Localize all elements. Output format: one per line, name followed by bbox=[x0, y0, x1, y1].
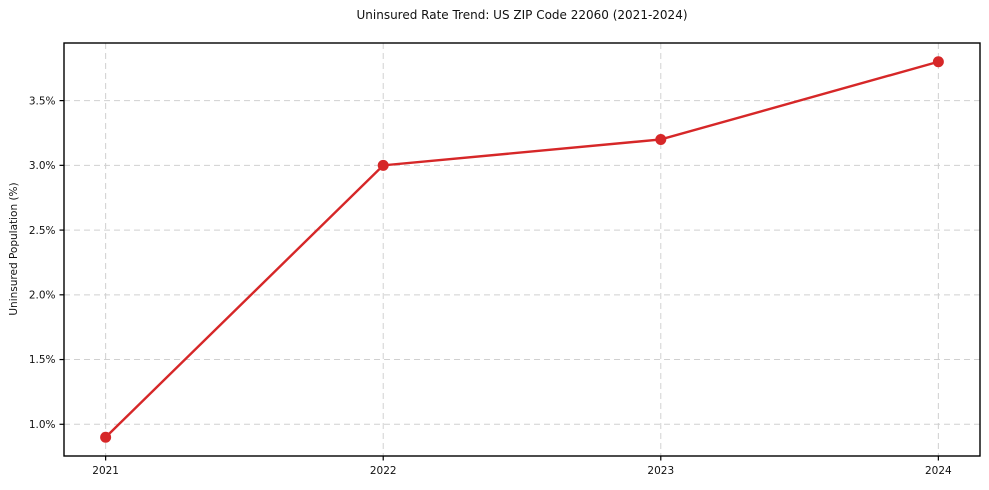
data-point-marker bbox=[377, 159, 389, 171]
data-line bbox=[104, 60, 940, 439]
chart-title: Uninsured Rate Trend: US ZIP Code 22060 … bbox=[356, 8, 688, 22]
x-tick-label: 2023 bbox=[647, 465, 674, 477]
y-tick-label: 3.5% bbox=[29, 95, 56, 107]
plot-border bbox=[63, 42, 981, 457]
data-point-marker bbox=[932, 56, 944, 68]
y-tick-label: 1.0% bbox=[29, 419, 56, 431]
x-tick-label: 2024 bbox=[925, 465, 952, 477]
data-point-marker bbox=[100, 431, 112, 443]
y-tick-label: 1.5% bbox=[29, 354, 56, 366]
x-tick-label: 2021 bbox=[92, 465, 119, 477]
data-point-marker bbox=[655, 133, 667, 145]
y-tick-label: 3.0% bbox=[29, 160, 56, 172]
x-tick-label: 2022 bbox=[370, 465, 397, 477]
y-tick-label: 2.5% bbox=[29, 225, 56, 237]
y-axis-label: Uninsured Population (%) bbox=[8, 182, 20, 316]
y-tick-label: 2.0% bbox=[29, 290, 56, 302]
